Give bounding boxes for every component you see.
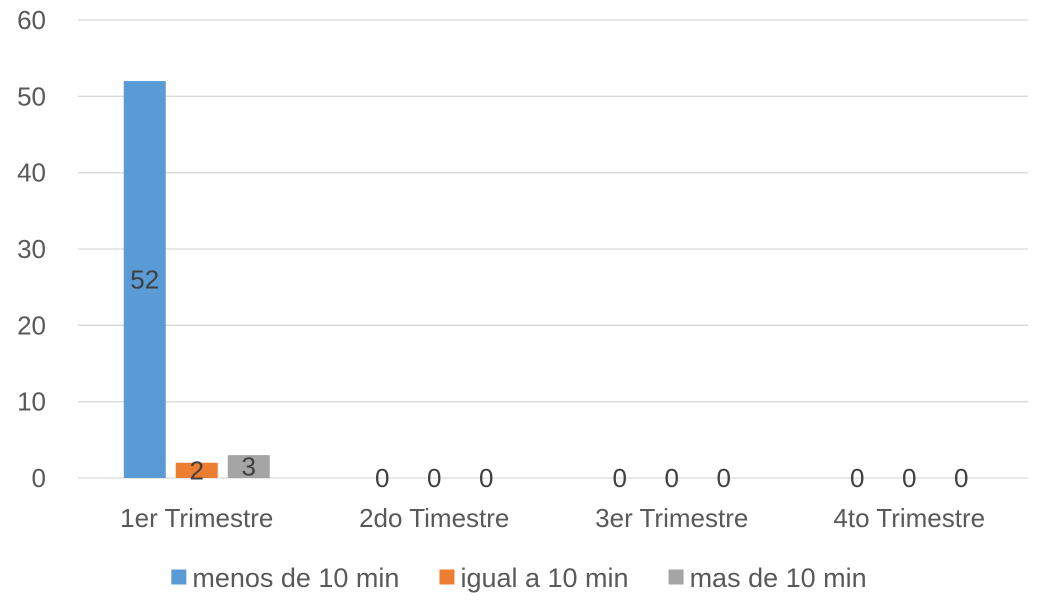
y-tick-label-50: 50 xyxy=(17,81,46,111)
x-tick-label-4: 4to Trimestre xyxy=(833,503,985,533)
x-tick-label-2: 2do Timestre xyxy=(359,503,509,533)
data-label-1-1: 52 xyxy=(130,265,159,295)
x-tick-label-3: 3er Trimestre xyxy=(595,503,748,533)
bar-2-1 xyxy=(175,462,218,478)
bar-1-1 xyxy=(123,81,166,479)
data-label-2-4: 0 xyxy=(902,463,916,493)
legend: menos de 10 min igual a 10 min mas de 10 m… xyxy=(171,563,867,593)
data-label-2-2: 0 xyxy=(427,463,441,493)
data-label-2-3: 0 xyxy=(665,463,679,493)
data-label-2-1: 2 xyxy=(190,455,204,485)
data-label-3-2: 0 xyxy=(479,463,493,493)
y-tick-label-10: 10 xyxy=(17,387,46,417)
y-tick-label-20: 20 xyxy=(17,310,46,340)
legend-swatch-3 xyxy=(668,569,684,585)
x-axis-ticks: 1er Trimestre 2do Timestre 3er Trimestre 4t… xyxy=(120,503,985,533)
y-axis-ticks: 0 10 20 30 40 50 60 xyxy=(17,5,46,493)
legend-label-2: igual a 10 min xyxy=(460,563,628,593)
y-tick-label-40: 40 xyxy=(17,158,46,188)
data-labels: 52 2 3 0 0 0 0 0 0 0 0 0 xyxy=(130,265,968,493)
legend-label-3: mas de 10 min xyxy=(690,563,867,593)
y-tick-label-0: 0 xyxy=(32,463,46,493)
data-label-1-3: 0 xyxy=(613,463,627,493)
x-tick-label-1: 1er Trimestre xyxy=(120,503,273,533)
legend-swatch-2 xyxy=(439,569,455,585)
gridlines xyxy=(78,19,1028,479)
data-label-3-3: 0 xyxy=(717,463,731,493)
data-label-1-4: 0 xyxy=(850,463,864,493)
data-label-1-2: 0 xyxy=(375,463,389,493)
bar-3-1 xyxy=(227,455,270,478)
y-tick-label-30: 30 xyxy=(17,234,46,264)
y-tick-label-60: 60 xyxy=(17,5,46,35)
legend-label-1: menos de 10 min xyxy=(192,563,399,593)
data-label-3-1: 3 xyxy=(242,452,256,482)
data-label-3-4: 0 xyxy=(954,463,968,493)
legend-swatch-1 xyxy=(171,569,187,585)
bars xyxy=(123,81,270,479)
